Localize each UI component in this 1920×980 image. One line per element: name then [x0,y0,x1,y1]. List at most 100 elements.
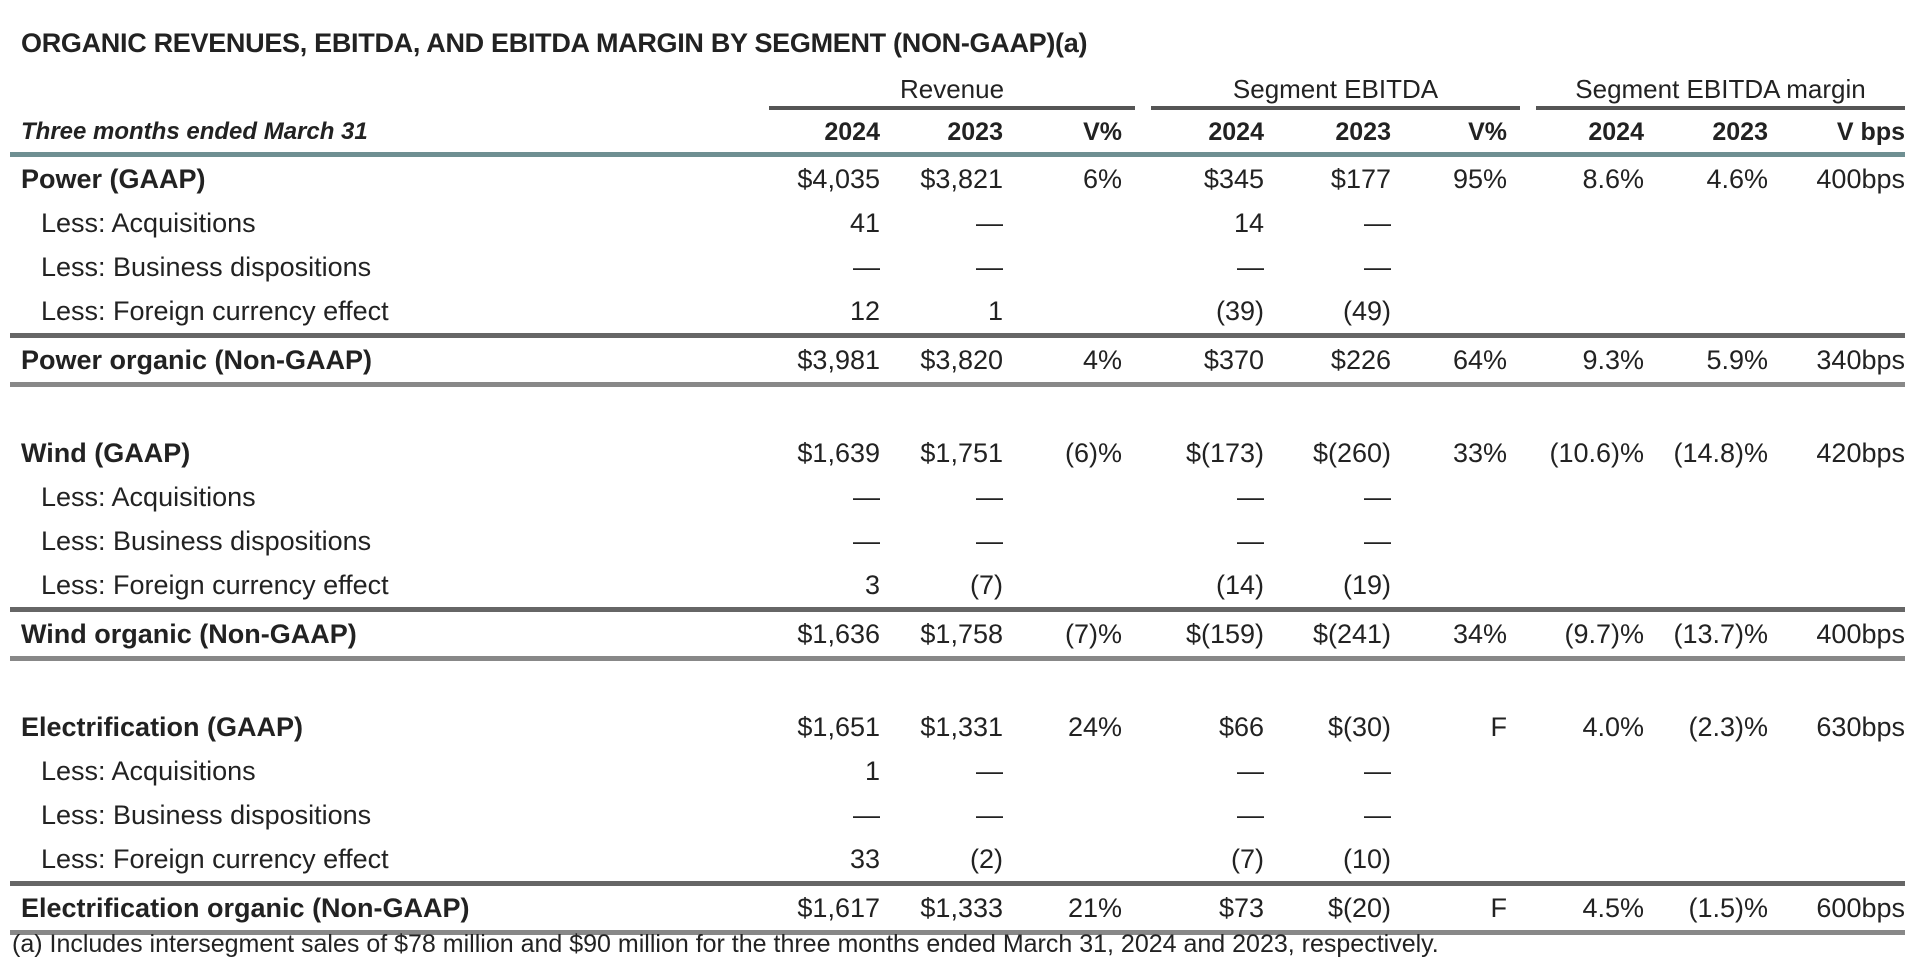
table-row: Electrification organic (Non-GAAP) $1,617… [10,883,1905,935]
table-row: Less: Acquisitions 41 — 14 — [10,201,1905,245]
cell-value: (6)% [1064,437,1122,468]
column-header: 2023 [1264,112,1391,157]
cell-value: 420bps [1816,437,1905,468]
cell-value: 600bps [1768,883,1905,935]
cell-value: 400bps [1768,609,1905,661]
cell-value: 34% [1391,609,1507,661]
cell-value: $4,035 [797,163,880,194]
column-header: 2024 [1122,112,1264,157]
cell-value: $1,617 [760,883,880,935]
column-header: V% [1003,112,1122,157]
cell-value [1644,519,1768,563]
cell-value: 64% [1391,335,1507,387]
cell-value: $1,636 [760,609,880,661]
row-label: Power organic (Non-GAAP) [10,335,760,387]
cell-value [1391,837,1507,886]
column-header: V% [1391,112,1507,157]
cell-value: 1 [880,289,1003,338]
cell-value [1507,201,1644,245]
cell-value: (7) [1122,837,1264,886]
table-title: ORGANIC REVENUES, EBITDA, AND EBITDA MAR… [21,28,1088,58]
cell-value [1003,289,1122,338]
cell-value [1768,793,1905,837]
cell-value: $73 [1122,883,1264,935]
table-row: Power organic (Non-GAAP) $3,981 $3,820 4% $3… [10,335,1905,387]
column-header: 2023 [880,112,1003,157]
cell-value: F [1391,883,1507,935]
cell-value: 4% [1003,335,1122,387]
table-row: Less: Foreign currency effect 12 1 (39) (49) [10,289,1905,338]
cell-value [1507,837,1644,886]
cell-value: (2.3)% [1688,711,1768,742]
cell-value [1391,245,1507,289]
cell-value: (49) [1264,289,1391,338]
cell-value [1507,519,1644,563]
cell-value [1507,245,1644,289]
cell-value: (7) [880,563,1003,612]
cell-value [1003,245,1122,289]
cell-value: 95% [1452,163,1507,194]
cell-value: — [976,755,1003,786]
cell-value: 3 [760,563,880,612]
segment-table: Three months ended March 31 2024 2023 V% 202… [10,112,1905,935]
cell-value: — [1364,755,1391,786]
cell-value: — [853,799,880,830]
cell-value: 340bps [1768,335,1905,387]
cell-value [1507,475,1644,519]
cell-value: — [1364,251,1391,282]
cell-value: — [1364,799,1391,830]
cell-value: — [976,481,1003,512]
cell-value [1391,563,1507,612]
group-header-revenue: Revenue [769,74,1135,110]
column-header: 2023 [1644,112,1768,157]
cell-value: — [1237,525,1264,556]
row-label: Less: Acquisitions [41,207,256,238]
table-row: Less: Business dispositions — — — — [10,519,1905,563]
cell-value: (2) [880,837,1003,886]
cell-value [1644,289,1768,338]
row-label: Less: Acquisitions [41,481,256,512]
cell-value: $(20) [1264,883,1391,935]
table-row: Less: Business dispositions — — — — [10,793,1905,837]
cell-value: (1.5)% [1644,883,1768,935]
cell-value: $345 [1203,163,1264,194]
cell-value: 4.5% [1507,883,1644,935]
column-header: 2024 [760,112,880,157]
cell-value: (19) [1264,563,1391,612]
table-row: Less: Business dispositions — — — — [10,245,1905,289]
row-label: Less: Foreign currency effect [10,289,760,338]
cell-value [1391,289,1507,338]
cell-value: — [1237,481,1264,512]
cell-value: 630bps [1816,711,1905,742]
row-label: Less: Foreign currency effect [10,563,760,612]
cell-value [1644,749,1768,793]
cell-value: — [1237,755,1264,786]
cell-value: — [976,207,1003,238]
cell-value: 4.0% [1582,711,1644,742]
cell-value [1391,749,1507,793]
cell-value: — [1237,251,1264,282]
cell-value: $1,651 [797,711,880,742]
row-label: Electrification organic (Non-GAAP) [10,883,760,935]
cell-value: $370 [1122,335,1264,387]
cell-value [1768,519,1905,563]
cell-value: — [853,251,880,282]
cell-value: $1,758 [880,609,1003,661]
cell-value: $(30) [1327,711,1391,742]
spacer-row [10,659,1905,706]
group-header-segment-ebitda-margin: Segment EBITDA margin [1536,74,1905,110]
cell-value: (14) [1122,563,1264,612]
cell-value: 400bps [1816,163,1905,194]
table-row: Less: Foreign currency effect 33 (2) (7) (10… [10,837,1905,886]
cell-value [1003,519,1122,563]
column-header: 2024 [1507,112,1644,157]
cell-value: — [853,525,880,556]
cell-value [1003,793,1122,837]
column-header: V bps [1768,112,1905,157]
cell-value [1768,475,1905,519]
cell-value [1644,201,1768,245]
cell-value: 8.6% [1582,163,1644,194]
cell-value [1507,793,1644,837]
cell-value: (10) [1264,837,1391,886]
cell-value: 6% [1082,163,1122,194]
